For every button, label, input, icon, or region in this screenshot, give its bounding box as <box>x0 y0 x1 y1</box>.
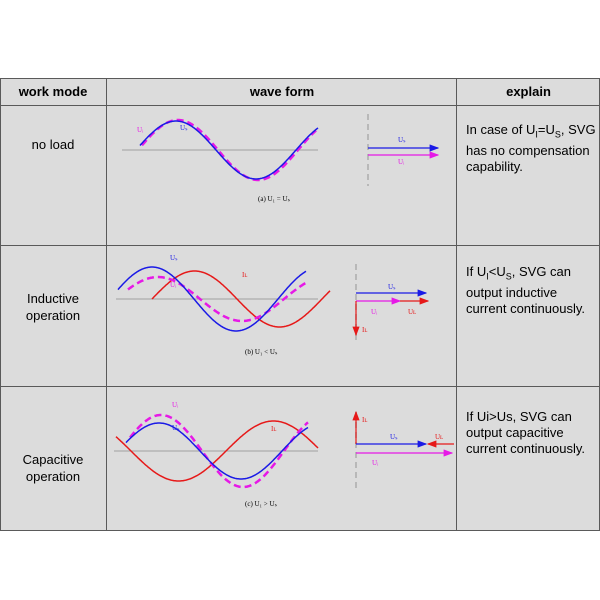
ui-wave <box>127 275 307 323</box>
vector-inductive: Uₛ Uᵢ Uʟ Iʟ <box>352 264 430 342</box>
mode-inductive: Inductive operation <box>25 291 81 323</box>
explain-capacitive: If Ui>Us, SVG can output capacitive curr… <box>466 409 585 456</box>
il-wave <box>151 270 331 328</box>
caption: (a) U₁ = Uₛ <box>258 195 291 203</box>
us-wave <box>117 266 307 332</box>
us-wave <box>139 120 319 180</box>
caption: (c) U₁ > Uₛ <box>245 500 278 508</box>
caption: (b) U₁ < Uₛ <box>245 348 278 356</box>
waveform-inductive: Uₛ Uᵢ Iʟ (b) U₁ < Uₛ <box>116 254 331 356</box>
us-label: Uₛ <box>170 254 178 262</box>
table-grid <box>0 78 600 531</box>
il-vector-label: Iʟ <box>362 326 367 334</box>
ui-label: Uᵢ <box>172 401 179 409</box>
waveform-diagrams: Uᵢ Uₛ (a) U₁ = Uₛ Uₛ Uᵢ Uₛ Uᵢ Iʟ (b) U₁ … <box>114 114 454 508</box>
ic-label: Iʟ <box>271 425 276 433</box>
ui-vector-label: Uᵢ <box>372 459 379 467</box>
header-work-mode: work mode <box>18 84 88 99</box>
ui-label: Uᵢ <box>137 126 144 134</box>
us-wave <box>125 422 309 480</box>
us-label: Uₛ <box>180 124 188 132</box>
us-vector-label: Uₛ <box>398 136 406 144</box>
ui-label: Uᵢ <box>170 281 177 289</box>
waveform-capacitive: Uᵢ Uₛ Iʟ (c) U₁ > Uₛ <box>114 401 319 508</box>
il-vector-label: Iʟ <box>362 416 367 424</box>
us-vector-label: Uₛ <box>388 283 396 291</box>
header-explain: explain <box>506 84 551 99</box>
il-label: Iʟ <box>242 271 247 279</box>
ul-vector-label: Uʟ <box>435 433 443 441</box>
us-label: Uₛ <box>172 424 180 432</box>
explain-inductive: If UI<US, SVG can output inductive curre… <box>466 264 585 316</box>
explain-no-load: In case of UI=US, SVG has no compensatio… <box>466 122 596 174</box>
comparison-table: work mode wave form explain no load In c… <box>0 78 600 531</box>
mode-no-load: no load <box>31 137 75 152</box>
ul-vector-label: Uʟ <box>408 308 416 316</box>
vector-no-load: Uₛ Uᵢ <box>367 114 440 186</box>
ui-vector-label: Uᵢ <box>371 308 378 316</box>
mode-capacitive: Capacitive operation <box>22 452 84 484</box>
ui-wave <box>129 413 309 489</box>
waveform-no-load: Uᵢ Uₛ (a) U₁ = Uₛ <box>122 118 319 203</box>
ic-wave <box>115 420 319 482</box>
ui-vector-label: Uᵢ <box>398 158 405 166</box>
header-wave-form: wave form <box>249 84 315 99</box>
vector-capacitive: Iʟ Uₛ Uʟ Uᵢ <box>352 410 454 490</box>
us-vector-label: Uₛ <box>390 433 398 441</box>
